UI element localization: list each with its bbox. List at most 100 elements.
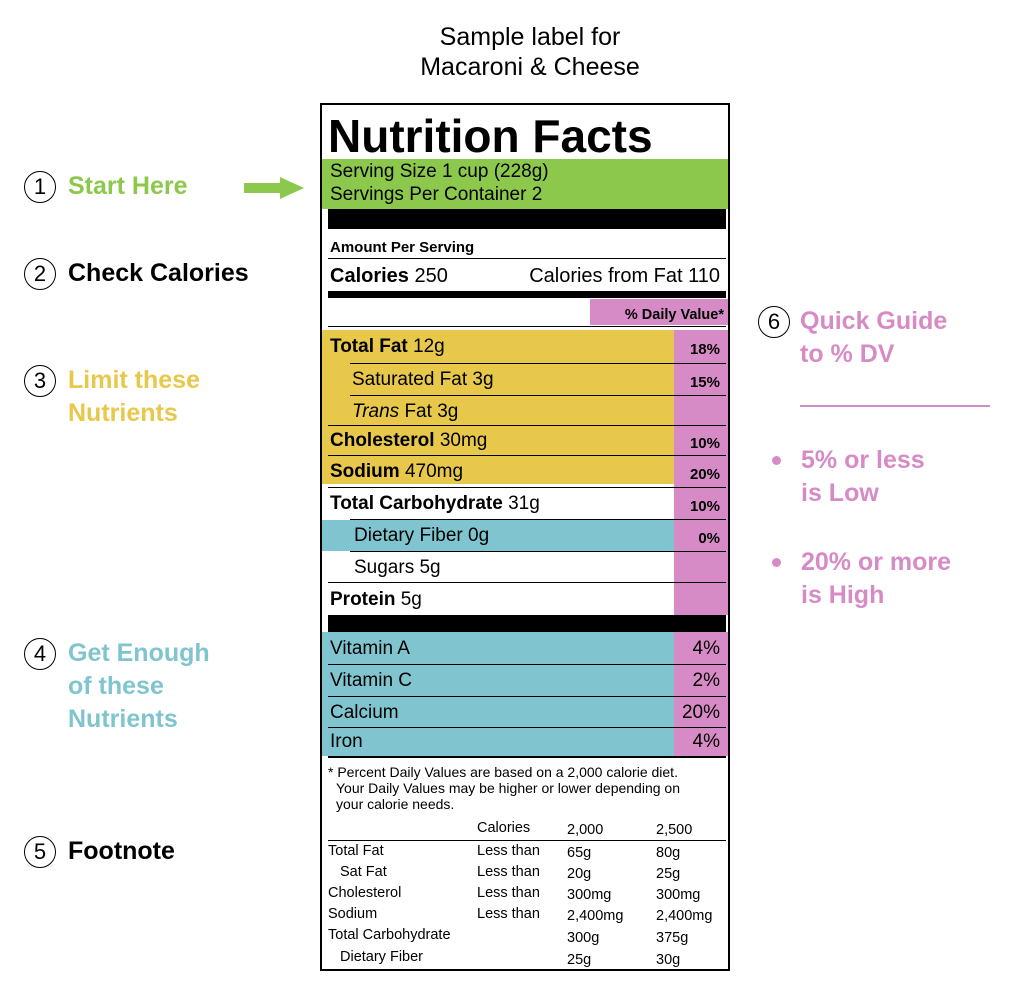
ft-row-name: Cholesterol	[328, 885, 402, 901]
divider	[328, 455, 726, 456]
guide-divider	[800, 405, 990, 407]
ft-row-name: Total Fat	[328, 843, 384, 859]
sodium-row: Sodium 470mg 20%	[330, 459, 724, 485]
sodium-name: Sodium	[330, 461, 400, 482]
ft-row-c2: 2,400mg	[656, 908, 713, 924]
ft-row-limit: Less than	[477, 885, 540, 901]
step-number-1: 1	[24, 171, 56, 203]
protein-name: Protein	[330, 589, 396, 610]
ft-row-limit: Less than	[477, 906, 540, 922]
ft-row-c1: 20g	[567, 866, 592, 882]
cholesterol-dv: 10%	[689, 435, 720, 452]
sugars-row: Sugars 5g	[354, 555, 724, 581]
label-title: Nutrition Facts	[328, 110, 653, 162]
vitamin-row: Vitamin A 4%	[330, 636, 724, 662]
fiber-name: Dietary Fiber	[354, 525, 463, 546]
nutrition-label: Nutrition Facts Serving Size 1 cup (228g…	[320, 103, 730, 971]
calories-label: Calories	[330, 265, 409, 287]
ft-row-name: Total Carbohydrate	[328, 927, 451, 943]
ft-row-c2: 30g	[656, 952, 681, 968]
ft-row-limit: Less than	[477, 843, 540, 859]
divider	[328, 582, 726, 583]
guide-bullet-high: 20% or more is High	[772, 546, 951, 612]
footnote-line-2: Your Daily Values may be higher or lower…	[336, 780, 680, 796]
callout-4-line-1: Get Enough	[68, 639, 210, 667]
ft-row-c2: 300mg	[656, 887, 701, 903]
vitamin-name: Vitamin A	[330, 638, 410, 659]
cholesterol-name: Cholesterol	[330, 430, 435, 451]
divider	[350, 519, 726, 520]
sodium-dv: 20%	[689, 466, 720, 483]
guide-low-line-1: 5% or less	[801, 446, 925, 474]
sugars-name: Sugars	[354, 557, 415, 578]
callout-6-line-1: Quick Guide	[800, 307, 948, 335]
sodium-amount: 470mg	[404, 461, 464, 482]
divider	[328, 727, 726, 728]
total-fat-row: Total Fat 12g 18%	[330, 334, 724, 360]
callout-4-line-3: Nutrients	[68, 705, 178, 733]
guide-high-line-1: 20% or more	[801, 548, 952, 576]
footnote-line-3: your calorie needs.	[336, 796, 455, 812]
fiber-dv: 0%	[698, 530, 720, 547]
divider	[328, 664, 726, 665]
arrow-right-icon	[244, 177, 304, 199]
serving-size: Serving Size 1 cup (228g)	[330, 161, 549, 182]
medium-divider	[328, 291, 726, 298]
diagram-caption: Sample label for Macaroni & Cheese	[380, 22, 680, 82]
footnote-table-header-calories: Calories	[477, 820, 531, 836]
sugars-amount: 5g	[419, 557, 441, 578]
divider	[350, 551, 726, 552]
ft-row-c2: 80g	[656, 845, 681, 861]
dv-header-highlight	[590, 299, 728, 325]
caption-line-1: Sample label for	[439, 23, 621, 51]
callout-1-line-1: Start Here	[68, 172, 188, 200]
ft-row-c2: 25g	[656, 866, 681, 882]
footnote-line-1: * Percent Daily Values are based on a 2,…	[328, 764, 678, 780]
callout-3-line-2: Nutrients	[68, 399, 178, 427]
divider	[328, 326, 726, 327]
sat-fat-amount: 3g	[472, 369, 494, 390]
vitamin-name: Iron	[330, 731, 363, 752]
dv-column-highlight	[674, 330, 728, 615]
protein-row: Protein 5g	[330, 587, 724, 613]
guide-bullet-low: 5% or less is Low	[772, 444, 925, 510]
ft-row-c1: 2,400mg	[567, 908, 624, 924]
cholesterol-row: Cholesterol 30mg 10%	[330, 428, 724, 454]
fiber-amount: 0g	[468, 525, 490, 546]
total-carb-dv: 10%	[689, 498, 720, 515]
fiber-row: Dietary Fiber 0g 0%	[354, 523, 724, 549]
calories-from-fat: Calories from Fat 110	[529, 265, 720, 287]
bullet-dot-icon	[772, 456, 781, 465]
total-fat-dv: 18%	[689, 341, 720, 358]
divider	[350, 395, 726, 396]
step-number-6: 6	[758, 306, 790, 338]
callout-footnote: 5 Footnote	[24, 835, 175, 868]
callout-2-line-1: Check Calories	[68, 259, 249, 287]
vitamins-highlight	[322, 632, 674, 756]
vitamin-dv: 4%	[692, 638, 720, 659]
bullet-dot-icon	[772, 558, 781, 567]
ft-row-c1: 25g	[567, 952, 592, 968]
step-number-4: 4	[24, 638, 56, 670]
callout-get-enough: 4 Get Enough of these Nutrients	[24, 637, 210, 736]
vitamin-row: Iron 4%	[330, 729, 724, 755]
total-carb-amount: 31g	[508, 493, 540, 514]
callout-start-here: 1 Start Here	[24, 170, 188, 203]
trans-fat-name-2: Fat	[404, 401, 432, 422]
sat-fat-dv: 15%	[689, 374, 720, 391]
dv-header: % Daily Value*	[624, 307, 724, 323]
step-number-5: 5	[24, 836, 56, 868]
callout-5-line-1: Footnote	[68, 837, 175, 865]
ft-row-name: Sodium	[328, 906, 378, 922]
total-fat-amount: 12g	[413, 336, 445, 357]
footnote-text: * Percent Daily Values are based on a 2,…	[328, 764, 680, 812]
guide-low-line-2: is Low	[801, 479, 879, 507]
ft-row-c1: 300mg	[567, 887, 612, 903]
servings-per-container: Servings Per Container 2	[330, 184, 543, 205]
footnote-table-header-2000: 2,000	[567, 822, 604, 838]
ft-row-c1: 300g	[567, 930, 600, 946]
callout-check-calories: 2 Check Calories	[24, 257, 249, 290]
callout-limit-nutrients: 3 Limit these Nutrients	[24, 364, 200, 430]
step-number-2: 2	[24, 258, 56, 290]
thick-divider	[328, 615, 726, 632]
